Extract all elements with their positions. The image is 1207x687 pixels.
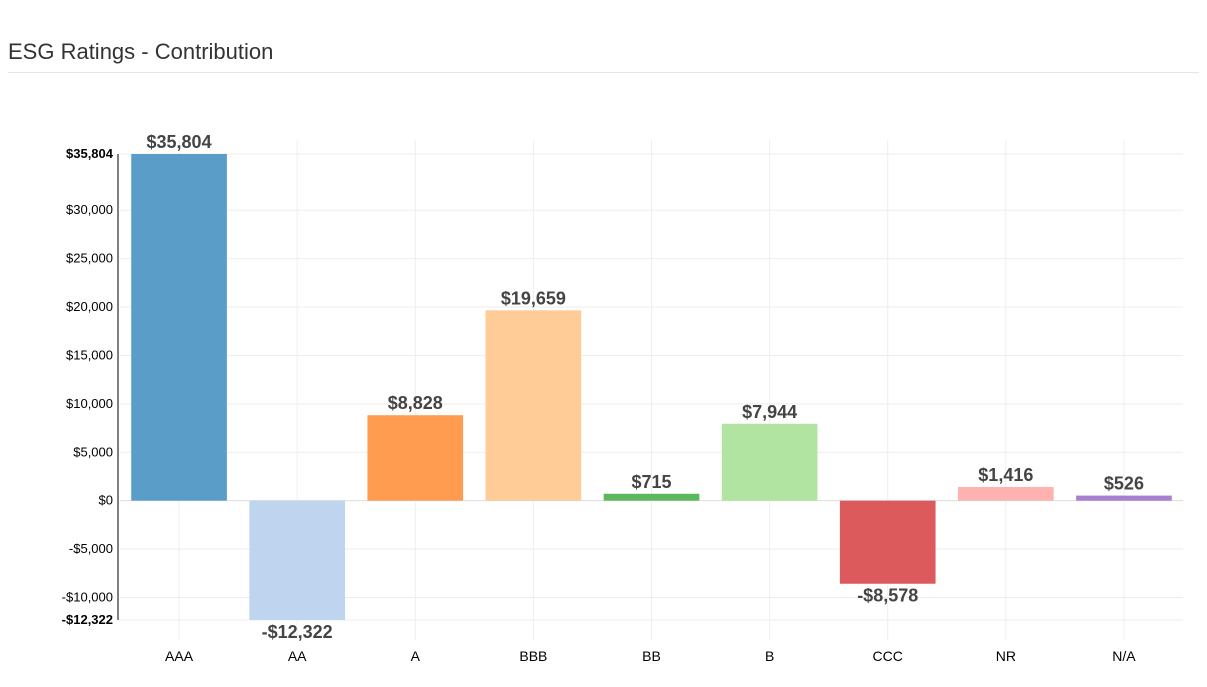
- y-tick-label: $0: [99, 493, 113, 508]
- bar-bbb: [485, 310, 582, 501]
- bar-aaa: [131, 154, 227, 501]
- data-label: $526: [1104, 474, 1144, 494]
- y-tick-label: -$5,000: [69, 541, 113, 556]
- bar-na: [1076, 495, 1172, 501]
- y-max-label: $35,804: [66, 146, 114, 161]
- x-category-label: NR: [996, 648, 1016, 664]
- y-tick-label: $25,000: [66, 251, 113, 266]
- chart-header: ESG Ratings - Contribution: [8, 38, 1199, 73]
- y-axis: -$10,000 -$5,000 $0 $5,000 $10,000 $15,000 $20…: [62, 146, 1137, 664]
- x-category-label: N/A: [1112, 648, 1136, 664]
- bars: [131, 154, 1172, 620]
- bar-b: [721, 423, 818, 501]
- y-min-label: -$12,322: [62, 612, 113, 627]
- x-category-label: AAA: [165, 648, 194, 664]
- bar-bb: [603, 493, 700, 501]
- y-tick-label: $20,000: [66, 299, 113, 314]
- x-category-label: BB: [642, 648, 661, 664]
- y-tick-label: $10,000: [66, 396, 113, 411]
- data-label: $8,828: [388, 393, 443, 413]
- bar-nr: [957, 486, 1054, 501]
- data-label: $35,804: [147, 132, 212, 152]
- bar-aa: [249, 500, 346, 620]
- y-tick-label: -$10,000: [62, 590, 113, 605]
- data-labels: $35,804 -$12,322 $8,828 $19,659 $715 $7,944 -$…: [147, 132, 1144, 642]
- chart-title: ESG Ratings - Contribution: [8, 39, 274, 64]
- data-label: -$12,322: [262, 622, 333, 642]
- x-category-label: BBB: [519, 648, 547, 664]
- data-label: $7,944: [742, 402, 797, 422]
- x-category-label: B: [765, 648, 774, 664]
- data-label: $1,416: [978, 465, 1033, 485]
- x-category-label: AA: [288, 648, 307, 664]
- y-tick-label: $15,000: [66, 347, 113, 362]
- y-tick-label: $5,000: [73, 444, 113, 459]
- x-category-label: A: [411, 648, 421, 664]
- data-label: -$8,578: [857, 586, 918, 606]
- bar-ccc: [839, 500, 936, 584]
- data-label: $715: [631, 472, 671, 492]
- bar-a: [367, 415, 464, 501]
- data-label: $19,659: [501, 288, 566, 308]
- y-tick-label: $30,000: [66, 202, 113, 217]
- x-category-label: CCC: [873, 648, 903, 664]
